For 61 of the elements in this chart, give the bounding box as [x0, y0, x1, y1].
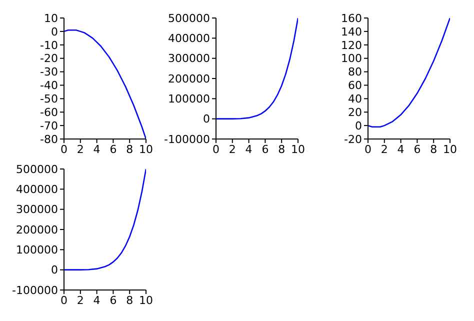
x-tick-label: 2 — [76, 142, 84, 156]
line-series — [368, 18, 450, 128]
x-tick-label: 0 — [364, 142, 372, 156]
y-tick-label: -60 — [40, 106, 58, 120]
y-tick-label: 200000 — [168, 72, 210, 86]
y-tick-label: -70 — [40, 119, 58, 132]
x-tick-label: 8 — [278, 142, 286, 156]
line-series — [216, 18, 298, 120]
x-tick-label: 10 — [139, 294, 153, 307]
line-series — [64, 169, 146, 270]
y-tick-label: -20 — [40, 52, 58, 66]
x-tick-label: 8 — [126, 142, 134, 156]
x-tick-label: 10 — [139, 142, 153, 156]
x-tick-label: 4 — [245, 142, 252, 156]
x-tick-label: 8 — [126, 294, 134, 307]
y-tick-label: 40 — [348, 92, 362, 106]
x-tick-label: 6 — [414, 142, 421, 156]
x-tick-label: 4 — [93, 142, 100, 156]
x-tick-label: 4 — [93, 294, 100, 307]
x-tick-label: 6 — [110, 294, 117, 307]
x-tick-label: 4 — [397, 142, 404, 156]
x-tick-label: 2 — [228, 142, 236, 156]
y-tick-label: 200000 — [16, 223, 58, 236]
x-tick-label: 10 — [443, 142, 457, 156]
y-tick-label: -50 — [40, 92, 58, 106]
y-tick-label: 10 — [44, 12, 58, 25]
x-tick-label: 2 — [76, 294, 84, 307]
y-tick-label: 400000 — [168, 32, 210, 46]
x-tick-label: 0 — [60, 142, 68, 156]
y-tick-label: 160 — [341, 12, 362, 25]
y-tick-label: 140 — [341, 25, 362, 38]
y-tick-label: 100000 — [16, 244, 58, 257]
y-tick-label: 300000 — [16, 203, 58, 216]
y-tick-label: -10 — [40, 38, 58, 52]
x-tick-label: 6 — [110, 142, 117, 156]
y-tick-label: 400000 — [16, 183, 58, 196]
y-tick-label: -40 — [40, 79, 58, 92]
y-tick-label: 60 — [348, 79, 362, 92]
y-tick-label: -20 — [344, 132, 362, 146]
y-tick-label: 0 — [203, 112, 210, 126]
y-tick-label: 0 — [51, 25, 58, 38]
x-tick-label: 8 — [430, 142, 438, 156]
y-tick-label: 0 — [51, 264, 58, 277]
x-tick-label: 0 — [212, 142, 220, 156]
y-tick-label: 120 — [341, 38, 362, 52]
y-tick-label: 0 — [355, 119, 362, 132]
x-tick-label: 6 — [262, 142, 269, 156]
y-tick-label: -30 — [40, 66, 58, 79]
y-tick-label: -80 — [40, 132, 58, 146]
y-tick-label: 500000 — [16, 162, 58, 176]
x-tick-label: 10 — [291, 142, 305, 156]
x-tick-label: 0 — [60, 294, 68, 307]
y-tick-label: 100000 — [168, 92, 210, 106]
x-tick-label: 2 — [380, 142, 388, 156]
y-tick-label: 80 — [348, 66, 362, 79]
y-tick-label: -100000 — [164, 132, 210, 146]
y-tick-label: 300000 — [168, 52, 210, 66]
y-tick-label: -100000 — [12, 284, 58, 297]
y-tick-label: 100 — [341, 52, 362, 66]
y-tick-label: 20 — [348, 106, 362, 120]
y-tick-label: 500000 — [168, 12, 210, 25]
